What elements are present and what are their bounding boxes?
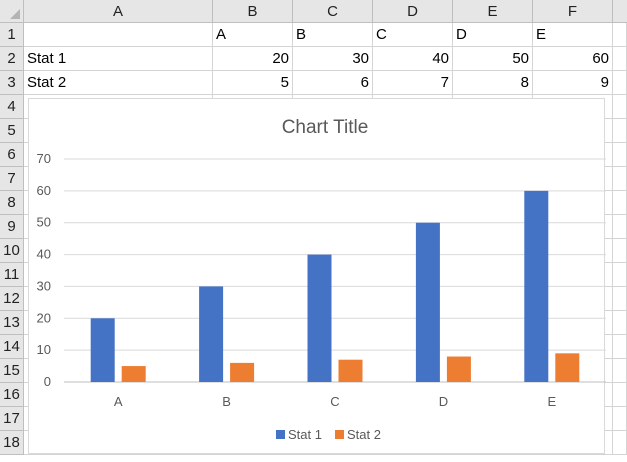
column-header-d[interactable]: D [373,0,453,23]
x-tick-label: A [114,394,123,409]
row-header-5[interactable]: 5 [0,119,24,143]
bar-stat-2-b[interactable] [230,362,255,382]
cell-e2[interactable]: 50 [453,47,533,71]
chart-y-ticks: 0 10 20 30 40 50 60 70 [37,151,51,389]
bar-stat-1-b[interactable] [199,286,224,382]
empty-cell[interactable] [613,383,627,407]
row-header-7[interactable]: 7 [0,167,24,191]
y-tick-label: 50 [37,215,51,230]
column-header-c[interactable]: C [293,0,373,23]
chart-gridlines [64,158,606,383]
x-tick-label: C [330,394,339,409]
empty-cell[interactable] [613,95,627,119]
bar-stat-1-d[interactable] [415,222,440,382]
column-header-a[interactable]: A [24,0,213,23]
y-tick-label: 10 [37,342,51,357]
chart-x-ticks: A B C D E [114,394,557,409]
empty-cell[interactable] [613,359,627,383]
empty-cell[interactable] [613,311,627,335]
embedded-bar-chart[interactable]: Chart Title 0 10 20 30 40 50 60 70 A B C D E Stat 1… [28,98,606,454]
y-tick-label: 60 [37,183,51,198]
cell-b1[interactable]: A [213,23,293,47]
empty-cell[interactable] [613,47,627,71]
chart-bars [90,190,580,382]
row-header-9[interactable]: 9 [0,215,24,239]
row-header-15[interactable]: 15 [0,359,24,383]
cell-d1[interactable]: C [373,23,453,47]
legend-swatch [335,430,344,439]
row-header-8[interactable]: 8 [0,191,24,215]
empty-cell[interactable] [613,71,627,95]
y-tick-label: 30 [37,278,51,293]
cell-d3[interactable]: 7 [373,71,453,95]
chart-title[interactable]: Chart Title [282,117,369,138]
x-tick-label: E [547,394,556,409]
row-header-2[interactable]: 2 [0,47,24,71]
select-all-corner[interactable] [0,0,24,23]
empty-cell[interactable] [613,263,627,287]
x-tick-label: B [222,394,231,409]
bar-stat-1-e[interactable] [524,190,549,382]
empty-cell[interactable] [613,215,627,239]
row-header-6[interactable]: 6 [0,143,24,167]
empty-cell[interactable] [613,335,627,359]
legend-label: Stat 1 [288,427,322,442]
bar-stat-2-a[interactable] [121,366,146,382]
empty-cell[interactable] [613,287,627,311]
column-header-overflow[interactable] [613,0,627,23]
bar-stat-2-d[interactable] [446,356,471,382]
x-tick-label: D [439,394,448,409]
row-header-1[interactable]: 1 [0,23,24,47]
empty-cell[interactable] [613,143,627,167]
row-header-11[interactable]: 11 [0,263,24,287]
empty-cell[interactable] [613,119,627,143]
cell-c3[interactable]: 6 [293,71,373,95]
legend-swatch [276,430,285,439]
cell-e3[interactable]: 8 [453,71,533,95]
row-header-14[interactable]: 14 [0,335,24,359]
row-header-10[interactable]: 10 [0,239,24,263]
y-tick-label: 70 [37,151,51,166]
column-header-f[interactable]: F [533,0,613,23]
row-header-13[interactable]: 13 [0,311,24,335]
cell-a2[interactable]: Stat 1 [24,47,213,71]
cell-f2[interactable]: 60 [533,47,613,71]
empty-cell[interactable] [613,191,627,215]
cell-c2[interactable]: 30 [293,47,373,71]
cell-d2[interactable]: 40 [373,47,453,71]
column-header-e[interactable]: E [453,0,533,23]
cell-e1[interactable]: D [453,23,533,47]
cell-a1[interactable] [24,23,213,47]
cell-c1[interactable]: B [293,23,373,47]
cell-a3[interactable]: Stat 2 [24,71,213,95]
cell-f1[interactable]: E [533,23,613,47]
empty-cell[interactable] [613,407,627,431]
row-header-12[interactable]: 12 [0,287,24,311]
empty-cell[interactable] [613,239,627,263]
row-header-18[interactable]: 18 [0,431,24,455]
empty-cell[interactable] [533,431,613,455]
y-tick-label: 40 [37,247,51,262]
chart-canvas: Chart Title 0 10 20 30 40 50 60 70 A B C D E Stat 1… [37,117,606,442]
cell-b3[interactable]: 5 [213,71,293,95]
y-tick-label: 0 [44,374,51,389]
row-header-3[interactable]: 3 [0,71,24,95]
chart-legend[interactable]: Stat 1 Stat 2 [276,427,381,442]
select-all-triangle-icon [10,9,20,19]
legend-label: Stat 2 [347,427,381,442]
empty-cell[interactable] [613,431,627,455]
cell-b2[interactable]: 20 [213,47,293,71]
empty-cell[interactable] [613,167,627,191]
row-header-17[interactable]: 17 [0,407,24,431]
bar-stat-1-c[interactable] [307,254,332,382]
bar-stat-1-a[interactable] [90,318,115,382]
y-tick-label: 20 [37,310,51,325]
empty-cell[interactable] [613,23,627,47]
row-header-16[interactable]: 16 [0,383,24,407]
bar-stat-2-e[interactable] [555,353,580,382]
cell-f3[interactable]: 9 [533,71,613,95]
column-header-b[interactable]: B [213,0,293,23]
bar-stat-2-c[interactable] [338,359,363,382]
row-header-4[interactable]: 4 [0,95,24,119]
